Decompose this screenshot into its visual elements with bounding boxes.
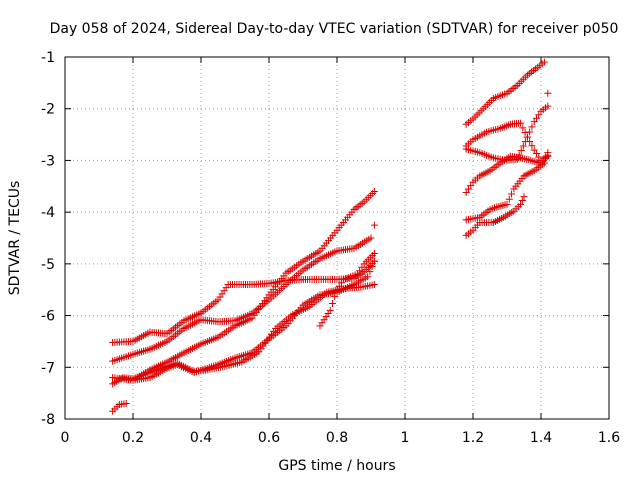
data-point: [366, 268, 374, 276]
data-point: [517, 119, 525, 127]
plot-frame: [64, 56, 610, 420]
data-point: [370, 221, 378, 229]
data-point: [518, 197, 526, 205]
data-point: [505, 195, 513, 203]
x-tick-label: 0.2: [122, 430, 144, 446]
data-points: [109, 58, 552, 415]
y-tick-label: -2: [41, 102, 55, 118]
data-point: [508, 190, 516, 198]
data-point: [542, 154, 550, 162]
data-point: [523, 133, 531, 141]
x-tick-label: 1.4: [530, 430, 552, 446]
data-point: [528, 123, 536, 131]
data-point: [517, 200, 525, 208]
y-axis-label: SDTVAR / TECUs: [7, 181, 23, 296]
x-axis-label: GPS time / hours: [278, 458, 395, 474]
data-point: [528, 142, 536, 150]
data-point: [521, 129, 529, 137]
data-point: [370, 281, 378, 289]
x-tick-label: 0: [61, 430, 70, 446]
data-point: [519, 124, 527, 132]
data-point: [122, 399, 130, 407]
data-point: [326, 306, 334, 314]
y-tick-label: -6: [41, 309, 55, 325]
chart-title: Day 058 of 2024, Sidereal Day-to-day VTE…: [50, 21, 619, 37]
x-tick-label: 1: [401, 430, 410, 446]
data-point: [540, 58, 548, 66]
y-tick-label: -1: [41, 50, 55, 66]
x-tick-label: 1.6: [598, 430, 620, 446]
data-point: [370, 187, 378, 195]
data-point: [520, 193, 528, 201]
data-point: [544, 89, 552, 97]
data-point: [370, 250, 378, 258]
y-tick-label: -7: [41, 360, 55, 376]
grid: [65, 57, 609, 419]
data-point: [367, 234, 375, 242]
data-point: [503, 200, 511, 208]
data-point: [331, 293, 339, 301]
data-point: [526, 128, 534, 136]
data-point: [521, 138, 529, 146]
data-point: [540, 159, 548, 167]
data-point: [328, 300, 336, 308]
y-tick-label: -3: [41, 153, 55, 169]
data-point: [364, 273, 372, 281]
data-point: [519, 142, 527, 150]
data-point: [517, 146, 525, 154]
x-tick-label: 1.2: [462, 430, 484, 446]
data-point: [370, 257, 378, 265]
y-tick-label: -5: [41, 257, 55, 273]
x-tick-label: 0.4: [190, 430, 212, 446]
x-tick-label: 0.8: [326, 430, 348, 446]
data-point: [368, 262, 376, 270]
y-tick-label: -8: [41, 412, 55, 428]
tick-labels: 0 0.2 0.4 0.6 0.8 1 1.2 1.4 1.6 -8 -7 -6 -5 -4 -3 -2 -1: [41, 50, 620, 446]
y-tick-label: -4: [41, 205, 55, 221]
data-point: [544, 102, 552, 110]
data-point: [544, 149, 552, 157]
x-tick-label: 0.6: [258, 430, 280, 446]
